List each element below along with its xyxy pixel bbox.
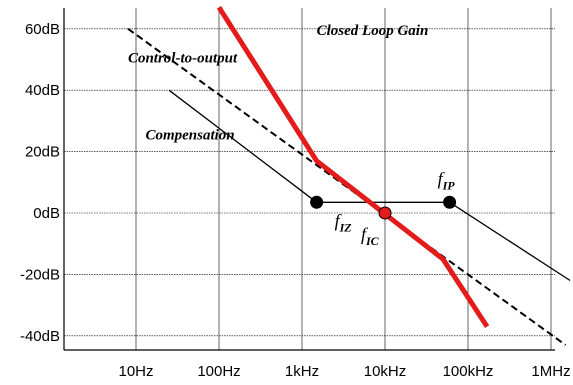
x-tick-label-2: 1kHz [285, 363, 319, 380]
marker-f-ic-dot [378, 206, 392, 220]
marker-f-iz-label: fIZ [335, 210, 353, 234]
x-tick-label-5: 1MHz [531, 363, 570, 380]
x-tick-label-0: 10Hz [118, 363, 153, 380]
plot-frame [63, 8, 555, 351]
y-tick-label-0: 60dB [25, 21, 60, 38]
annotations: Closed Loop Gain Control-to-output Compens… [128, 23, 428, 143]
y-tick-label-3: 0dB [33, 205, 60, 222]
x-tick-label-4: 100kHz [443, 363, 494, 380]
frequency-markers: fIZ fIC fIP [310, 168, 457, 248]
y-tick-label-4: -20dB [20, 266, 60, 283]
y-tick-label-1: 40dB [25, 82, 60, 99]
marker-f-ic-label: fIC [361, 224, 380, 248]
series-compensation-line [168, 89, 571, 282]
annotation-closed-loop-gain: Closed Loop Gain [317, 23, 429, 39]
y-tick-label-2: 20dB [25, 144, 60, 161]
annotation-control-to-output: Control-to-output [128, 51, 238, 67]
x-tick-labels: 10Hz 100Hz 1kHz 10kHz 100kHz 1MHz [118, 363, 570, 380]
annotation-compensation: Compensation [145, 127, 234, 143]
y-tick-label-5: -40dB [20, 328, 60, 345]
marker-f-iz-dot [310, 195, 324, 209]
marker-f-ip-dot [443, 195, 457, 209]
marker-f-ip-label: fIP [438, 168, 456, 192]
y-tick-labels: 60dB 40dB 20dB 0dB -20dB -40dB [20, 21, 60, 345]
x-tick-label-1: 100Hz [197, 363, 240, 380]
x-tick-label-3: 10kHz [364, 363, 407, 380]
